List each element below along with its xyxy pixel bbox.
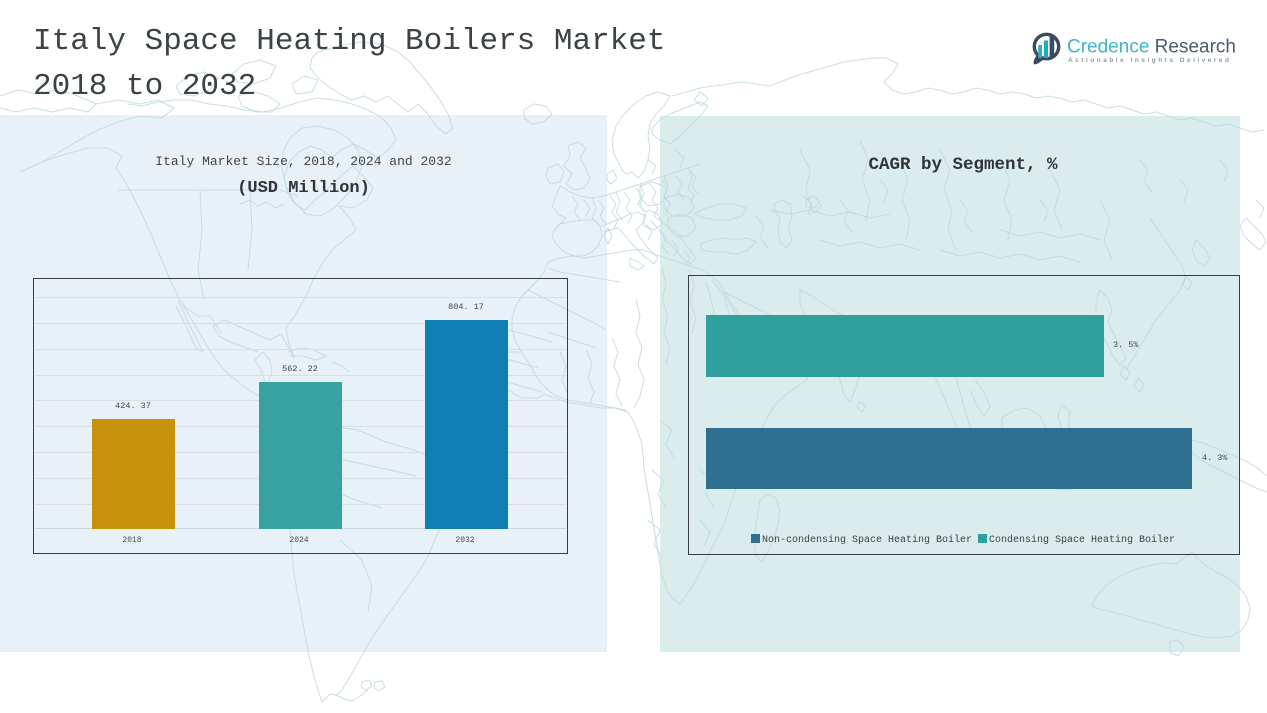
svg-text:Actionable Insights Delivered: Actionable Insights Delivered bbox=[1068, 57, 1232, 64]
svg-text:Credence Research: Credence Research bbox=[1067, 37, 1236, 58]
